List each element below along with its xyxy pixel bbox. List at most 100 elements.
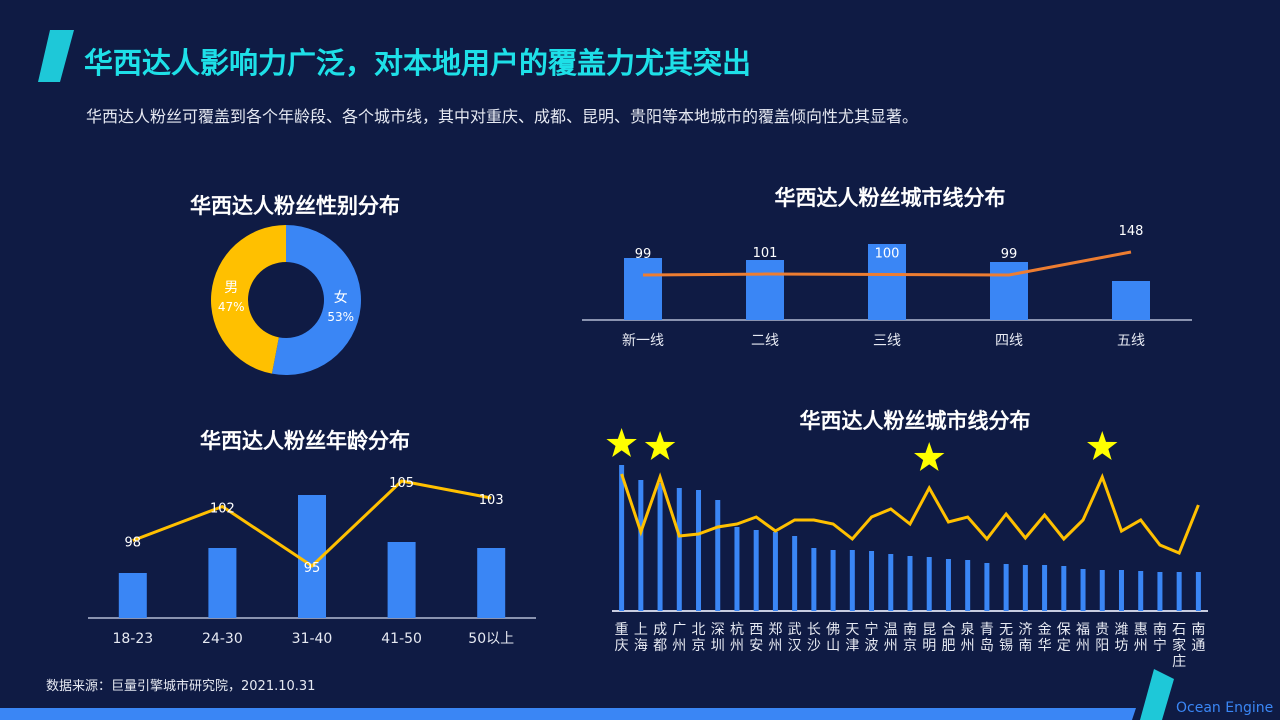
bottom-bar: [0, 708, 1136, 720]
x-tick-label: 定: [1057, 638, 1071, 654]
x-tick-label: 州: [730, 638, 744, 654]
x-tick-label: 州: [1076, 638, 1090, 654]
x-tick-label: 郑: [768, 622, 782, 638]
x-tick-label: 山: [826, 638, 840, 654]
x-tick-label: 州: [672, 638, 686, 654]
bar: [1118, 570, 1124, 611]
x-tick-label: 京: [903, 638, 917, 654]
bar: [734, 527, 740, 611]
x-tick-label: 保: [1057, 622, 1071, 638]
bar: [477, 548, 506, 618]
x-tick-label: 三线: [873, 333, 901, 349]
x-tick-label: 五线: [1117, 333, 1145, 349]
x-tick-label: 州: [1134, 638, 1148, 654]
x-tick-label: 泉: [961, 621, 975, 638]
star-icon: [1087, 431, 1118, 460]
bar: [990, 262, 1028, 320]
x-tick-label: 锡: [999, 638, 1013, 654]
bar: [965, 560, 971, 611]
x-tick-label: 北: [692, 622, 706, 638]
x-tick-label: 沙: [807, 638, 821, 654]
bar: [1112, 281, 1150, 320]
cityline-chart-title: 华西达人粉丝城市线分布: [774, 186, 1006, 210]
x-tick-label: 天: [845, 622, 859, 638]
x-tick-label: 深: [711, 622, 725, 638]
x-tick-label: 长: [807, 622, 821, 638]
x-tick-label: 18-23: [112, 631, 153, 647]
bar: [926, 557, 932, 611]
x-tick-label: 都: [653, 638, 667, 654]
gender-chart-title: 华西达人粉丝性别分布: [190, 194, 400, 218]
slice-label: 女: [334, 289, 348, 306]
x-tick-label: 二线: [751, 333, 779, 349]
brand-logo: Ocean Engine: [1176, 700, 1274, 716]
x-tick-label: 津: [845, 638, 859, 654]
x-tick-label: 汉: [788, 638, 802, 654]
x-tick-label: 南: [1018, 638, 1032, 654]
x-tick-label: 新一线: [622, 333, 664, 349]
line-data-label: 105: [389, 476, 414, 491]
bottom-accent: [1140, 669, 1174, 720]
x-tick-label: 南: [1191, 622, 1205, 638]
bar: [208, 548, 237, 618]
line-data-label: 99: [635, 247, 652, 262]
x-tick-label: 成: [653, 622, 667, 638]
bar: [907, 556, 913, 611]
line-data-label: 95: [304, 561, 321, 576]
bar: [830, 550, 836, 611]
x-tick-label: 庄: [1172, 653, 1186, 670]
star-icon: [644, 431, 676, 460]
x-tick-label: 惠: [1134, 622, 1148, 638]
x-tick-label: 西: [749, 622, 763, 638]
x-tick-label: 福: [1076, 622, 1090, 638]
x-tick-label: 安: [749, 638, 763, 654]
bar: [696, 490, 702, 611]
bar: [676, 488, 682, 611]
x-tick-label: 宁: [1153, 637, 1167, 654]
bar: [1061, 566, 1067, 611]
line-data-label: 148: [1119, 224, 1144, 239]
donut-slice: [210, 225, 286, 374]
x-tick-label: 州: [961, 638, 975, 654]
bar: [868, 244, 906, 320]
x-tick-label: 州: [768, 638, 782, 654]
line-data-label: 100: [875, 247, 900, 262]
x-tick-label: 昆: [922, 622, 936, 638]
x-tick-label: 家: [1172, 637, 1186, 654]
bar: [1138, 571, 1144, 611]
x-tick-label: 石: [1172, 622, 1186, 638]
bar: [1099, 570, 1105, 611]
bar: [657, 483, 663, 611]
x-tick-label: 四线: [995, 333, 1023, 349]
line-data-label: 103: [479, 493, 504, 508]
bar: [811, 548, 817, 611]
x-tick-label: 华: [1038, 638, 1052, 654]
star-icon: [914, 442, 945, 471]
line-data-label: 101: [753, 246, 778, 261]
x-tick-label: 50以上: [468, 631, 514, 647]
index-line: [642, 250, 1132, 277]
x-tick-label: 潍: [1114, 622, 1128, 638]
city-chart-title: 华西达人粉丝城市线分布: [799, 409, 1031, 433]
slice-label: 男: [224, 280, 238, 296]
title-accent: [38, 30, 74, 82]
bar: [624, 258, 662, 320]
x-tick-label: 宁: [865, 621, 879, 638]
x-tick-label: 上: [634, 622, 648, 638]
bar: [619, 465, 625, 611]
x-tick-label: 南: [903, 622, 917, 638]
x-tick-label: 合: [941, 622, 955, 638]
bar: [746, 260, 784, 320]
x-tick-label: 金: [1038, 622, 1052, 638]
x-tick-label: 庆: [615, 638, 629, 654]
x-tick-label: 州: [884, 638, 898, 654]
x-tick-label: 无: [999, 622, 1013, 638]
bar: [888, 554, 894, 611]
bar: [1195, 572, 1201, 611]
x-tick-label: 广: [672, 622, 686, 638]
line-data-label: 99: [1001, 247, 1018, 262]
index-line: [132, 479, 492, 568]
bar: [753, 530, 759, 611]
bar: [1022, 565, 1028, 611]
